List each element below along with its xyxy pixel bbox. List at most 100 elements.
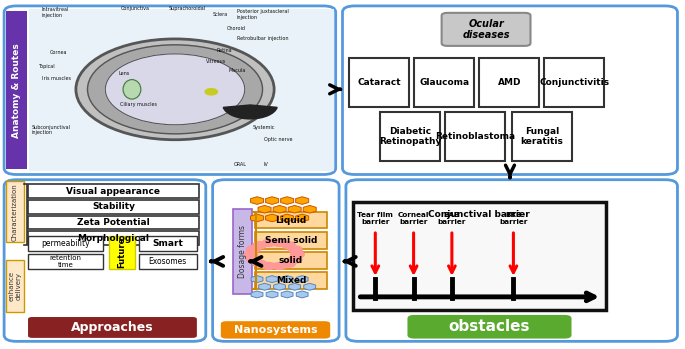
Text: Suprachoroidal: Suprachoroidal (169, 6, 206, 11)
Text: Optic nerve: Optic nerve (264, 137, 292, 142)
Circle shape (273, 239, 286, 246)
Circle shape (247, 256, 260, 263)
Text: solid: solid (279, 256, 303, 265)
Bar (445, 112, 506, 161)
Circle shape (282, 260, 295, 267)
FancyBboxPatch shape (346, 180, 677, 341)
Text: Systemic: Systemic (252, 125, 275, 130)
Text: Intravitreal
injection: Intravitreal injection (42, 7, 69, 18)
Bar (512, 112, 572, 161)
Bar (6, 181, 24, 242)
Text: Conjunctival barrier: Conjunctival barrier (428, 210, 530, 219)
Text: Fungal
keratitis: Fungal keratitis (521, 127, 564, 146)
Bar (139, 236, 197, 251)
Circle shape (253, 242, 266, 249)
Text: Semi solid: Semi solid (264, 236, 317, 245)
Text: Tear film
barrier: Tear film barrier (358, 212, 393, 225)
Text: Macula: Macula (228, 68, 246, 73)
Text: BRB
barrier: BRB barrier (499, 212, 527, 225)
Bar (255, 212, 327, 228)
Circle shape (88, 45, 262, 134)
FancyBboxPatch shape (221, 321, 330, 339)
Text: Ocular
diseases: Ocular diseases (462, 18, 510, 40)
FancyBboxPatch shape (4, 180, 206, 341)
Text: Future: Future (117, 237, 126, 268)
Bar (349, 58, 410, 107)
Wedge shape (223, 105, 277, 119)
Bar (479, 58, 539, 107)
FancyBboxPatch shape (442, 13, 530, 46)
Text: ORAL: ORAL (234, 162, 247, 166)
Text: Choroid: Choroid (226, 26, 245, 31)
Bar (233, 209, 252, 295)
Text: Dosage forms: Dosage forms (238, 225, 247, 279)
Text: Characterization: Characterization (12, 183, 18, 241)
Bar (414, 58, 475, 107)
Bar (29, 9, 334, 171)
Circle shape (262, 239, 276, 246)
Circle shape (245, 240, 303, 269)
Bar (353, 202, 606, 310)
Text: Diabetic
Retinopathy: Diabetic Retinopathy (379, 127, 441, 146)
Bar (255, 272, 327, 289)
Text: Exosomes: Exosomes (149, 257, 187, 266)
Bar (28, 231, 199, 245)
Circle shape (76, 39, 274, 140)
Text: Lens: Lens (119, 71, 129, 76)
Bar (28, 216, 199, 229)
Text: enhance
delivery: enhance delivery (8, 271, 21, 301)
Text: Cornea: Cornea (50, 50, 67, 55)
Text: Ciliary muscles: Ciliary muscles (121, 103, 158, 107)
FancyBboxPatch shape (408, 315, 571, 339)
Text: Anatomy & Routes: Anatomy & Routes (12, 43, 21, 138)
Text: Glaucoma: Glaucoma (419, 78, 469, 87)
Text: Stability: Stability (92, 202, 135, 211)
Bar (6, 260, 24, 312)
Text: Corneal
barrier: Corneal barrier (398, 212, 429, 225)
Text: permeability: permeability (41, 239, 90, 248)
Text: AMD: AMD (497, 78, 521, 87)
Text: Posterior juxtascleral
injection: Posterior juxtascleral injection (236, 9, 288, 20)
Bar (255, 232, 327, 248)
Text: Retrobulbar injection: Retrobulbar injection (236, 36, 288, 42)
Circle shape (262, 262, 276, 269)
Text: Zeta Potential: Zeta Potential (77, 218, 150, 227)
Text: Sclera: Sclera (212, 12, 228, 17)
Circle shape (282, 242, 295, 249)
Circle shape (205, 89, 217, 95)
Text: Conjunctivitis: Conjunctivitis (539, 78, 609, 87)
Text: Retina: Retina (216, 47, 232, 53)
Circle shape (290, 251, 304, 258)
Bar (6, 11, 27, 169)
Bar (380, 112, 440, 161)
Circle shape (105, 54, 245, 125)
Circle shape (244, 251, 258, 258)
Text: retention
time: retention time (49, 255, 82, 268)
Text: obstacles: obstacles (449, 319, 530, 334)
Bar (139, 254, 197, 269)
Bar (28, 200, 199, 214)
Text: Iris muscles: Iris muscles (42, 76, 71, 81)
FancyBboxPatch shape (4, 6, 336, 174)
Bar (544, 58, 604, 107)
Bar (109, 236, 135, 269)
Text: BAB
barrier: BAB barrier (438, 212, 466, 225)
Bar (28, 254, 103, 269)
Text: Liquid: Liquid (275, 216, 306, 224)
Text: Vitreous: Vitreous (206, 59, 226, 64)
Circle shape (288, 256, 302, 263)
Bar (28, 184, 199, 198)
Text: Topical: Topical (38, 64, 55, 68)
Text: Retinoblastoma: Retinoblastoma (435, 132, 515, 141)
FancyBboxPatch shape (28, 317, 197, 338)
Text: Mixed: Mixed (275, 276, 306, 285)
Text: Cataract: Cataract (358, 78, 401, 87)
Text: Approaches: Approaches (71, 321, 153, 334)
FancyBboxPatch shape (342, 6, 677, 174)
Text: Smart: Smart (152, 239, 184, 248)
Text: Conjunctiva: Conjunctiva (121, 6, 149, 11)
Bar (255, 252, 327, 269)
Text: IV: IV (264, 162, 269, 166)
Text: Subconjunctival
injection: Subconjunctival injection (32, 125, 71, 135)
Circle shape (288, 246, 302, 253)
